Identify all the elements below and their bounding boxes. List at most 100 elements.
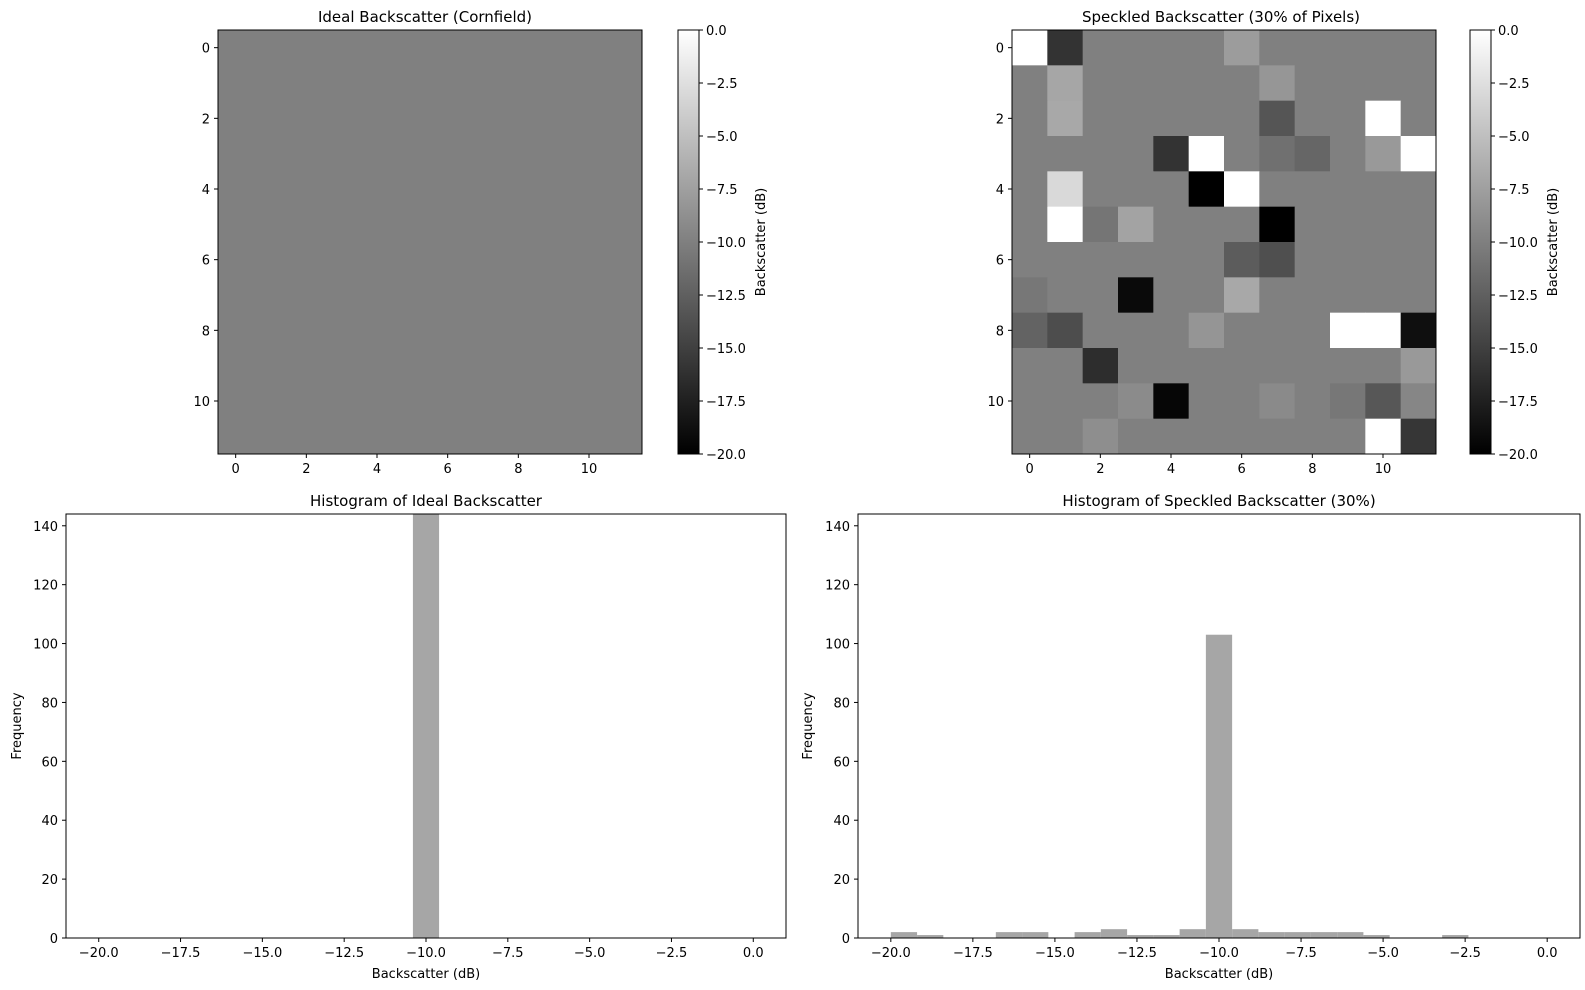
heatmap-cell: [1294, 383, 1331, 420]
heatmap-cell: [288, 383, 325, 420]
heatmap-cell: [218, 206, 254, 243]
heatmap-cell: [1400, 206, 1437, 243]
histogram-bar: [1363, 935, 1390, 938]
heatmap-cell: [288, 277, 325, 314]
speckled-heatmap-panel: Speckled Backscatter (30% of Pixels) 0 2 4…: [987, 8, 1561, 477]
colorbar-tick-label: −2.5: [1498, 77, 1530, 92]
x-tick-label: 8: [1308, 462, 1316, 477]
histogram-bar: [1258, 932, 1285, 938]
ideal-heatmap-title: Ideal Backscatter (Cornfield): [318, 8, 532, 26]
x-tick-label: 2: [1096, 462, 1104, 477]
heatmap-cell: [1294, 242, 1331, 278]
heatmap-cell: [1188, 383, 1225, 420]
heatmap-cell: [465, 171, 502, 208]
heatmap-cell: [1188, 277, 1225, 314]
heatmap-cell: [1047, 65, 1084, 102]
heatmap-cell: [288, 171, 325, 208]
heatmap-cell: [606, 348, 643, 384]
colorbar-tick-label: −20.0: [1498, 448, 1538, 463]
x-tick-label: −12.5: [324, 946, 364, 961]
heatmap-cell: [1082, 312, 1119, 349]
heatmap-cell: [1118, 206, 1154, 243]
heatmap-cell: [1259, 30, 1296, 66]
heatmap-cell: [218, 30, 254, 66]
ideal-histogram-panel: Histogram of Ideal Backscatter −20.0 −17.…: [10, 492, 787, 982]
heatmap-cell: [1330, 348, 1366, 384]
heatmap-cell: [253, 383, 290, 420]
heatmap-cell: [1047, 30, 1084, 66]
heatmap-cell: [359, 312, 396, 349]
colorbar-tick-label: −10.0: [1498, 236, 1538, 251]
histogram-bar: [1100, 929, 1128, 938]
heatmap-cell: [288, 65, 325, 102]
histogram-bar: [1337, 932, 1364, 938]
heatmap-cell: [1153, 242, 1190, 278]
heatmap-cell: [1012, 383, 1048, 420]
ideal-histogram-title: Histogram of Ideal Backscatter: [310, 492, 543, 510]
heatmap-cell: [1012, 348, 1048, 384]
heatmap-cell: [1330, 30, 1366, 66]
heatmap-cell: [606, 65, 643, 102]
heatmap-cell: [1047, 418, 1084, 455]
x-tick-label: −10.0: [406, 946, 446, 961]
heatmap-cell: [606, 136, 643, 172]
heatmap-cell: [359, 30, 396, 66]
heatmap-cell: [1188, 65, 1225, 102]
heatmap-cell: [536, 383, 572, 420]
heatmap-cell: [394, 65, 431, 102]
heatmap-cell: [536, 65, 572, 102]
heatmap-cell: [394, 348, 431, 384]
x-tick-label: −5.0: [1367, 946, 1399, 961]
heatmap-cell: [1400, 171, 1437, 208]
heatmap-cell: [1082, 348, 1119, 384]
heatmap-cell: [324, 171, 360, 208]
heatmap-cell: [1188, 30, 1225, 66]
heatmap-cell: [430, 30, 466, 66]
heatmap-cell: [536, 100, 572, 137]
heatmap-cell: [253, 312, 290, 349]
heatmap-cell: [1153, 383, 1190, 420]
heatmap-cell: [1188, 348, 1225, 384]
y-tick-label: 4: [202, 183, 210, 198]
heatmap-cell: [1224, 30, 1260, 66]
heatmap-cell: [1294, 30, 1331, 66]
y-tick-label: 20: [41, 873, 58, 888]
heatmap-cell: [1153, 100, 1190, 137]
y-tick-label: 10: [987, 395, 1004, 410]
heatmap-cell: [359, 383, 396, 420]
heatmap-cell: [394, 136, 431, 172]
heatmap-cell: [1365, 65, 1402, 102]
heatmap-cell: [1365, 312, 1402, 349]
heatmap-cell: [359, 348, 396, 384]
histogram-bar: [412, 514, 440, 938]
heatmap-cell: [253, 418, 290, 455]
heatmap-cell: [1224, 277, 1260, 314]
y-tick-label: 140: [33, 520, 58, 535]
heatmap-cell: [465, 65, 502, 102]
x-tick-label: 10: [1375, 462, 1392, 477]
heatmap-cell: [465, 312, 502, 349]
x-tick-label: −2.5: [656, 946, 688, 961]
heatmap-cell: [1294, 206, 1331, 243]
heatmap-cell: [218, 418, 254, 455]
ideal-histogram-y-ticks: 0 20 40 60 80 100 120 140: [33, 520, 66, 947]
heatmap-cell: [571, 418, 608, 455]
heatmap-cell: [1012, 312, 1048, 349]
heatmap-cell: [571, 65, 608, 102]
heatmap-cell: [253, 206, 290, 243]
heatmap-cell: [394, 418, 431, 455]
speckled-heatmap-x-ticks: 0 2 4 6 8 10: [1026, 454, 1392, 477]
speckled-colorbar: [1469, 29, 1492, 455]
ideal-heatmap-y-ticks: 0 2 4 6 8 10: [193, 42, 218, 410]
heatmap-cell: [1188, 171, 1225, 208]
heatmap-cell: [394, 383, 431, 420]
heatmap-cell: [1330, 242, 1366, 278]
heatmap-cell: [571, 242, 608, 278]
heatmap-cell: [430, 206, 466, 243]
ideal-histogram-xlabel: Backscatter (dB): [372, 967, 480, 982]
heatmap-cell: [430, 383, 466, 420]
heatmap-cell: [1330, 136, 1366, 172]
heatmap-cell: [1012, 30, 1048, 66]
heatmap-cell: [606, 312, 643, 349]
